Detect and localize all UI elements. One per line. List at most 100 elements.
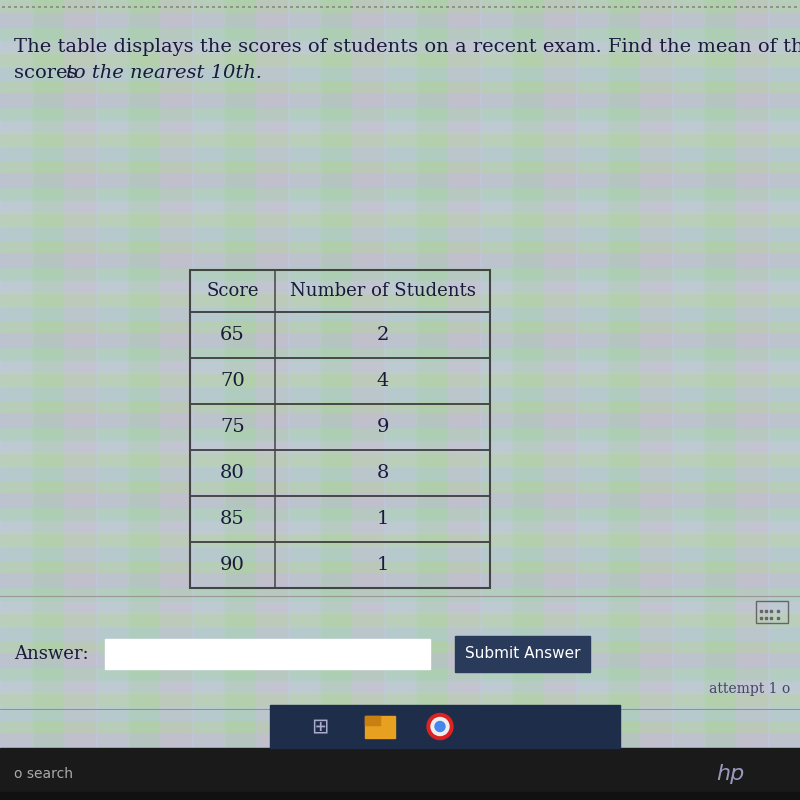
Bar [105, 639, 430, 669]
Bar [0, 12, 800, 26]
Bar [0, 119, 800, 134]
Bar [0, 692, 800, 706]
Bar [480, 0, 513, 800]
Bar [0, 132, 800, 146]
Bar [0, 719, 800, 734]
Text: 9: 9 [376, 418, 389, 436]
Bar [0, 412, 800, 426]
Bar [0, 532, 800, 546]
Bar [0, 92, 800, 106]
Bar [0, 626, 800, 640]
Bar [0, 39, 800, 54]
Circle shape [435, 722, 445, 731]
Bar [190, 270, 490, 588]
Bar [0, 292, 800, 306]
Bar [0, 172, 800, 186]
Bar [0, 266, 800, 280]
Bar [0, 466, 800, 480]
Bar [0, 506, 800, 520]
Bar [0, 372, 800, 386]
Text: 2: 2 [376, 326, 389, 344]
Bar [288, 0, 321, 800]
Bar [0, 239, 800, 254]
Bar [416, 0, 449, 800]
Bar [0, 666, 800, 680]
Bar [365, 715, 395, 738]
Bar [190, 404, 490, 450]
Bar [0, 106, 800, 120]
Text: to the nearest 10th.: to the nearest 10th. [66, 64, 262, 82]
Bar [0, 332, 800, 346]
Bar [0, 0, 800, 705]
Text: scores: scores [14, 64, 84, 82]
Bar [64, 0, 97, 800]
Bar [0, 612, 800, 626]
Bar [0, 746, 800, 760]
Bar [448, 0, 481, 800]
Text: 8: 8 [376, 464, 389, 482]
Text: Answer:: Answer: [14, 645, 89, 663]
Bar [256, 0, 289, 800]
Bar [0, 159, 800, 174]
Bar [0, 599, 800, 614]
Bar [736, 0, 769, 800]
Bar [190, 270, 490, 312]
Bar [0, 212, 800, 226]
Text: Score: Score [206, 282, 258, 300]
Bar [270, 705, 620, 748]
Bar [608, 0, 641, 800]
Text: o search: o search [14, 767, 73, 781]
Bar [455, 636, 590, 672]
Bar [190, 358, 490, 404]
Bar [0, 546, 800, 560]
Bar [190, 496, 490, 542]
Bar [0, 399, 800, 414]
Bar [128, 0, 161, 800]
Bar [0, 492, 800, 506]
Bar [0, 26, 800, 40]
Text: 4: 4 [376, 372, 389, 390]
Bar [0, 639, 800, 654]
Circle shape [431, 718, 449, 735]
Text: Submit Answer: Submit Answer [465, 646, 580, 662]
Bar [0, 66, 800, 80]
Bar [0, 572, 800, 586]
Bar [0, 792, 800, 800]
Bar [224, 0, 257, 800]
Bar [0, 679, 800, 694]
Bar [190, 542, 490, 588]
Bar [32, 0, 65, 800]
Bar [0, 706, 800, 720]
Bar [0, 439, 800, 454]
Bar [0, 0, 33, 800]
Bar [0, 52, 800, 66]
Text: The table displays the scores of students on a recent exam. Find the mean of the: The table displays the scores of student… [14, 38, 800, 56]
Text: attempt 1 o: attempt 1 o [709, 682, 790, 696]
Bar [384, 0, 417, 800]
Bar [0, 586, 800, 600]
Bar [190, 450, 490, 496]
Bar [0, 748, 800, 800]
Text: 80: 80 [220, 464, 245, 482]
Bar [320, 0, 353, 800]
Bar [365, 715, 380, 726]
Bar [640, 0, 673, 800]
Bar [192, 0, 225, 800]
Bar [0, 452, 800, 466]
Bar [0, 479, 800, 494]
Bar [0, 319, 800, 334]
Bar [0, 732, 800, 746]
Bar [512, 0, 545, 800]
Bar [0, 786, 800, 800]
Bar [0, 759, 800, 774]
Bar [0, 772, 800, 786]
Bar [0, 346, 800, 360]
Text: 75: 75 [220, 418, 245, 436]
Bar [704, 0, 737, 800]
Bar [544, 0, 577, 800]
Text: 70: 70 [220, 372, 245, 390]
Bar [672, 0, 705, 800]
Text: Number of Students: Number of Students [290, 282, 475, 300]
Text: 90: 90 [220, 556, 245, 574]
Bar [190, 312, 490, 358]
